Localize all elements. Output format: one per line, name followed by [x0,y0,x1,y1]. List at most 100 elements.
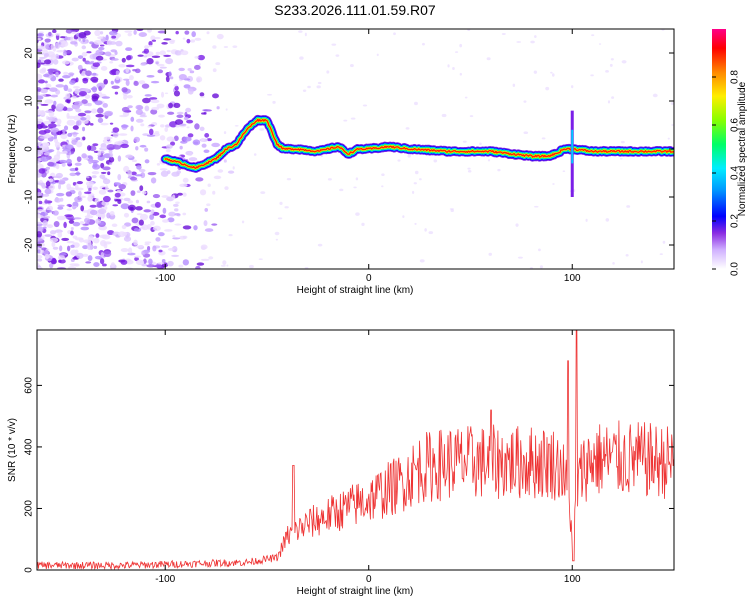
spectrogram-noise-cell [170,141,176,146]
spectrogram-noise-cell [163,54,172,57]
spectrogram-noise-cell [339,188,344,192]
spectrogram-noise-cell [66,187,76,191]
spectrogram-noise-cell [68,72,75,76]
spectrogram-noise-cell [405,127,410,130]
spectrogram-noise-cell [108,30,118,36]
spectrogram-noise-cell [112,131,119,138]
spectrogram-noise-cell [50,53,57,61]
spectrogram-noise-cell [125,154,134,159]
spectrogram-noise-cell [144,242,150,246]
spectrogram-noise-cell [178,73,187,81]
spectrogram-noise-cell [151,106,160,111]
snr-y-tick-label: 600 [24,377,35,394]
spectrogram-noise-cell [59,252,67,256]
spectrogram-noise-cell [144,45,150,49]
spectrogram-noise-cell [93,245,98,250]
spectrogram-noise-cell [156,163,161,166]
spectrogram-noise-cell [178,67,185,72]
spectrogram-ridge [160,110,674,197]
snr-y-tick-label: 200 [24,500,35,517]
spectrogram-noise-cell [85,261,92,264]
spectrogram-noise-cell [659,253,663,256]
spectrogram-noise-cell [92,186,98,191]
spectrogram-noise-cell [41,67,47,73]
spectrogram-noise-cell [146,200,151,204]
spectrogram-noise-cell [88,187,92,192]
spectrogram-noise-cell [127,105,133,109]
spectrogram-noise-cell [135,118,144,123]
spectrogram-noise-cell [182,235,188,239]
spectrogram-noise-cell [87,235,94,241]
spectrogram-noise-cell [167,260,174,267]
spectrogram-noise-cell [165,144,173,149]
spectrogram-noise-cell [204,133,210,138]
spectrogram-noise-cell [98,46,105,51]
spectrogram-noise-cell [109,69,118,76]
spectrogram-noise-cell [74,237,84,241]
spectrogram-noise-cell [109,211,115,216]
spectrogram-noise-cell [85,70,92,77]
spectrogram-noise-cell [177,192,183,196]
spectrogram-y-label: Frequency (Hz) [7,115,18,184]
spectrogram-noise-cell [164,92,169,95]
spectrogram-noise-cell [81,99,88,104]
spectrogram-noise-cell [37,258,43,262]
spectrogram-noise-cell [57,204,65,208]
spectrogram-noise-cell [90,60,95,64]
spectrogram-noise-cell [114,141,123,146]
spectrogram-noise-cell [516,41,522,43]
spectrogram-noise-cell [562,170,566,173]
spectrogram-noise-cell [72,221,81,227]
spectrogram-noise-cell [131,159,137,163]
spectrogram-y-tick-label: -10 [24,189,35,204]
spectrogram-noise-cell [118,231,126,238]
spectrogram-noise-cell [97,36,104,40]
spectrogram-noise-cell [139,144,147,148]
spectrogram-noise-cell [65,191,73,197]
spectrogram-noise-cell [200,95,205,98]
spectrogram-noise-cell [61,163,66,167]
spectrogram-noise-cell [135,146,139,151]
spectrogram-noise-cell [95,233,100,238]
spectrogram-noise-cell [51,241,56,248]
spectrogram-noise-cell [86,51,92,54]
spectrogram-noise-cell [93,262,100,267]
spectrogram-noise-cell [70,230,74,236]
spectrogram-noise-cell [590,74,594,77]
spectrogram-noise-cell [62,60,70,65]
spectrogram-noise-cell [99,31,104,35]
spectrogram-noise-cell [140,62,147,66]
spectrogram-noise-cell [125,47,133,52]
spectrogram-noise-cell [162,219,170,223]
spectrogram-noise-cell [121,57,126,63]
spectrogram-noise-cell [534,35,537,39]
spectrogram-noise-cell [49,263,54,269]
spectrogram-noise-cell [89,204,97,208]
spectrogram-noise-cell [45,143,50,147]
spectrogram-noise-cell [53,154,61,161]
spectrogram-noise-cell [51,104,56,110]
spectrogram-noise-cell [109,61,114,64]
spectrogram-noise-cell [37,254,43,259]
spectrogram-noise-cell [150,99,160,104]
spectrogram-noise-cell [58,78,64,82]
spectrogram-noise-cell [107,171,111,176]
spectrogram-noise-cell [50,230,57,235]
spectrogram-noise-cell [164,124,171,128]
spectrogram-noise-cell [157,30,167,34]
spectrogram-noise-cell [538,248,541,252]
spectrogram-noise-cell [182,177,189,183]
spectrogram-noise-cell [317,81,322,85]
spectrogram-noise-cell [120,143,129,149]
spectrogram-noise-cell [139,115,148,118]
spectrogram-noise-cell [80,226,90,231]
spectrogram-x-ticks: -100 0 100 [155,29,581,284]
spectrogram-noise-cell [49,237,59,243]
spectrogram-noise-cell [115,70,120,76]
spectrogram-noise-cell [591,34,595,37]
spectrogram-noise-cell [189,70,195,74]
spectrogram-noise-cell [316,85,321,89]
spectrogram-noise-cell [159,50,166,56]
spectrogram-noise-cell [111,58,119,61]
spectrogram-noise-cell [67,88,73,93]
